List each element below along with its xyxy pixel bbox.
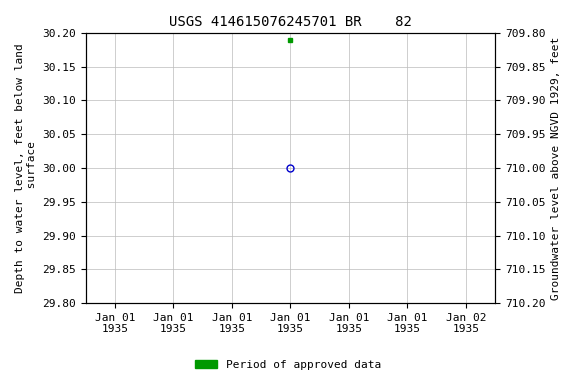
Legend: Period of approved data: Period of approved data [191, 356, 385, 375]
Title: USGS 414615076245701 BR    82: USGS 414615076245701 BR 82 [169, 15, 412, 29]
Y-axis label: Depth to water level, feet below land
 surface: Depth to water level, feet below land su… [15, 43, 37, 293]
Y-axis label: Groundwater level above NGVD 1929, feet: Groundwater level above NGVD 1929, feet [551, 36, 561, 300]
